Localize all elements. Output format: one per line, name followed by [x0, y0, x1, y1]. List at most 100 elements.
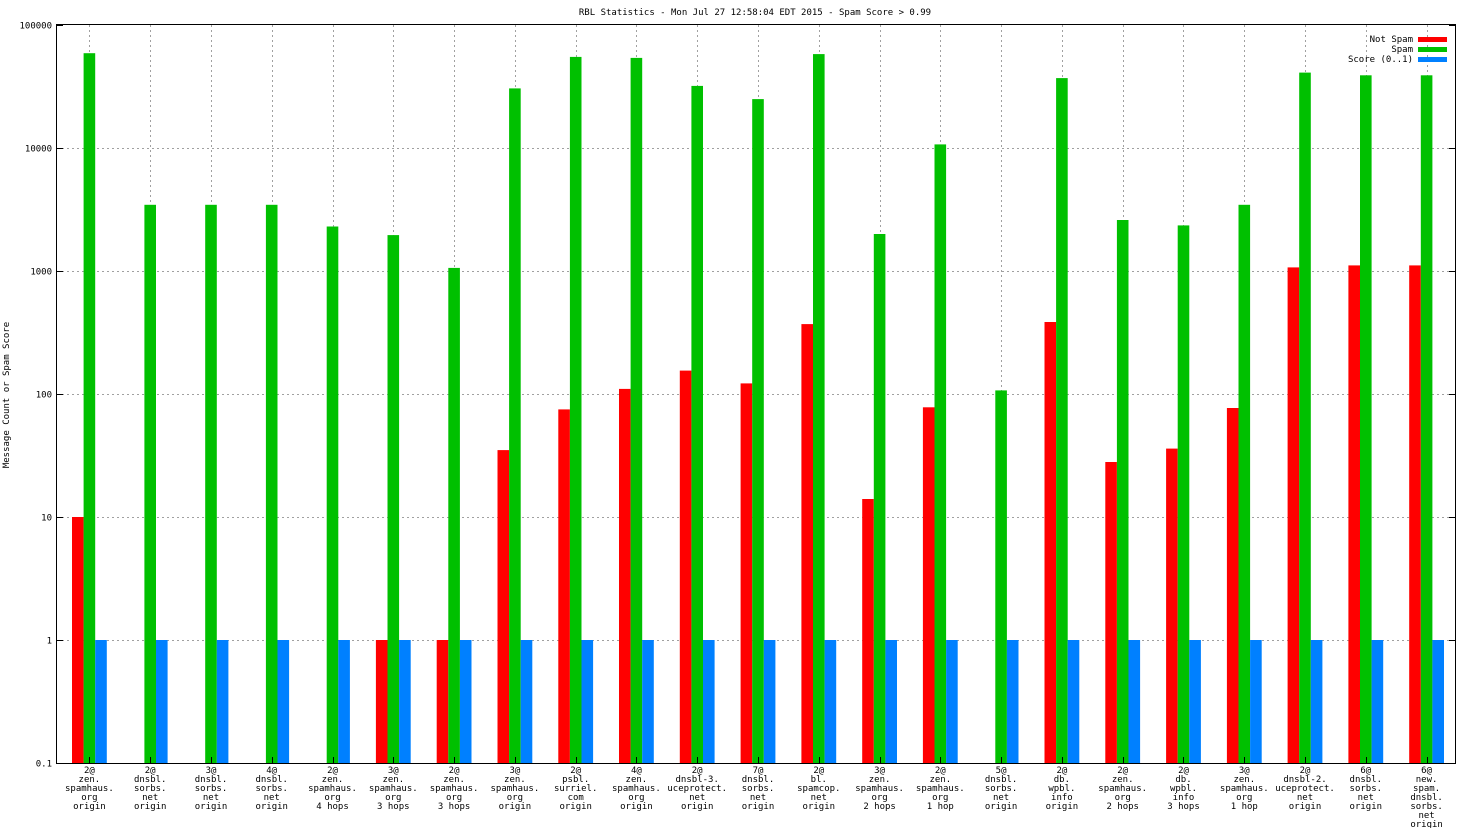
bar-not-spam — [1409, 265, 1421, 763]
x-tick-label-line: dnsbl-3. — [676, 775, 719, 785]
y-tick-label: 10000 — [25, 145, 52, 155]
bar-score — [642, 640, 654, 763]
x-tick-label-line: org — [932, 793, 948, 803]
x-tick-label-line: 2@ — [570, 766, 581, 776]
x-tick-label-line: 3@ — [509, 766, 520, 776]
bar-score — [399, 640, 411, 763]
x-tick-label-line: org — [507, 793, 523, 803]
x-tick-label: 3@ zen. spamhaus. org 2 hops — [855, 766, 904, 812]
x-tick-label-line: 3@ — [206, 766, 217, 776]
bar-spam — [995, 390, 1007, 763]
x-tick-label-line: origin — [1046, 802, 1079, 812]
legend-label: Not Spam — [1370, 35, 1413, 45]
bar-score — [885, 640, 897, 763]
bar-not-spam — [801, 324, 813, 763]
x-tick-label-line: new. — [1416, 775, 1438, 785]
bar-score — [763, 640, 776, 763]
x-tick-label-line: spamhaus. — [369, 784, 418, 794]
x-tick-label-line: org — [1236, 793, 1252, 803]
x-tick-label-line: zen. — [929, 775, 951, 785]
bar-not-spam — [1166, 448, 1178, 763]
x-tick-label-line: spamhaus. — [1098, 784, 1147, 794]
x-tick-label: 2@ zen. spamhaus. org 3 hops — [430, 766, 479, 812]
x-tick-label-line: spamhaus. — [612, 784, 661, 794]
bar-spam — [83, 53, 96, 763]
legend-swatch — [1418, 47, 1447, 52]
bar-score — [520, 640, 533, 763]
x-tick-label-line: origin — [620, 802, 653, 812]
x-tick-label-line: origin — [1350, 802, 1383, 812]
bar-score — [1432, 640, 1444, 763]
x-tick-label-line: dnsbl. — [255, 775, 288, 785]
x-tick-label-line: uceprotect. — [667, 784, 727, 794]
x-tick-label-line: surriel. — [554, 784, 597, 794]
x-tick-label-line: origin — [134, 802, 167, 812]
x-tick-label-line: org — [446, 793, 462, 803]
x-tick-label-line: sorbs. — [985, 784, 1018, 794]
bar-score — [581, 640, 594, 763]
legend-label: Spam — [1391, 45, 1413, 55]
x-tick-label-line: net — [264, 793, 280, 803]
legend-swatch — [1418, 37, 1447, 42]
bar-score — [1189, 640, 1201, 763]
x-tick-label-line: net — [142, 793, 158, 803]
y-tick-label: 10 — [41, 514, 52, 524]
bar-spam — [326, 226, 339, 763]
y-tick-label: 0.1 — [36, 760, 52, 770]
bar-spam — [509, 88, 521, 763]
bar-spam — [144, 204, 156, 764]
x-tick-label-line: wpbl. — [1048, 784, 1075, 794]
x-tick-label-line: info — [1051, 793, 1073, 803]
x-tick-label: 2@ zen. spamhaus. org 2 hops — [1098, 766, 1147, 812]
x-tick-label-line: 3@ — [1239, 766, 1250, 776]
x-tick-label-line: spamhaus. — [916, 784, 965, 794]
bar-score — [95, 640, 107, 763]
bar-spam — [691, 85, 703, 763]
x-tick-label-line: origin — [499, 802, 532, 812]
x-tick-label-line: org — [628, 793, 644, 803]
x-tick-label-line: psbl. — [562, 775, 589, 785]
bar-spam — [1116, 220, 1129, 763]
x-tick-label-line: 2@ — [1178, 766, 1189, 776]
x-tick-label: 2@ zen. spamhaus. org origin — [65, 766, 114, 812]
x-tick-label-line: 4 hops — [316, 802, 349, 812]
x-tick-label-line: zen. — [443, 775, 465, 785]
x-tick-label-line: zen. — [504, 775, 526, 785]
x-tick-label-line: origin — [195, 802, 228, 812]
bar-spam — [1299, 72, 1311, 764]
y-tick-label: 1 — [47, 637, 52, 647]
y-tick-label: 100000 — [19, 22, 52, 32]
bar-spam — [934, 144, 947, 763]
x-tick-label-line: 4@ — [266, 766, 277, 776]
x-tick-label: 2@ zen. spamhaus. org 4 hops — [308, 766, 357, 812]
x-tick-label-line: dnsbl-2. — [1283, 775, 1326, 785]
bar-not-spam — [862, 499, 874, 763]
x-tick-label-line: 2@ — [813, 766, 824, 776]
bar-not-spam — [1105, 462, 1117, 763]
legend-label: Score (0..1) — [1348, 55, 1413, 65]
x-tick-label-line: spamhaus. — [65, 784, 114, 794]
bar-score — [946, 640, 958, 763]
bar-score — [1006, 640, 1019, 763]
bar-not-spam — [922, 407, 935, 763]
x-tick-label: 3@ zen. spamhaus. org origin — [491, 766, 540, 812]
bar-spam — [752, 99, 764, 764]
x-tick-label-line: 2 hops — [1106, 802, 1139, 812]
x-tick-label-line: 2@ — [935, 766, 946, 776]
x-tick-label-line: dnsbl. — [195, 775, 228, 785]
bar-spam — [1238, 204, 1251, 764]
x-tick-label: 2@ dnsbl. sorbs. net origin — [134, 766, 167, 812]
x-tick-label: 2@ db. wpbl. info origin — [1046, 766, 1079, 812]
bar-spam — [448, 267, 460, 763]
bar-not-spam — [1044, 322, 1057, 763]
x-tick-label-line: 2@ — [145, 766, 156, 776]
bar-score — [1310, 640, 1323, 763]
bar-score — [824, 640, 837, 763]
x-tick-label-line: 7@ — [753, 766, 764, 776]
x-tick-label-line: zen. — [626, 775, 648, 785]
x-tick-label-line: sorbs. — [134, 784, 167, 794]
x-tick-label-line: zen. — [869, 775, 891, 785]
x-tick-label-line: net — [203, 793, 219, 803]
